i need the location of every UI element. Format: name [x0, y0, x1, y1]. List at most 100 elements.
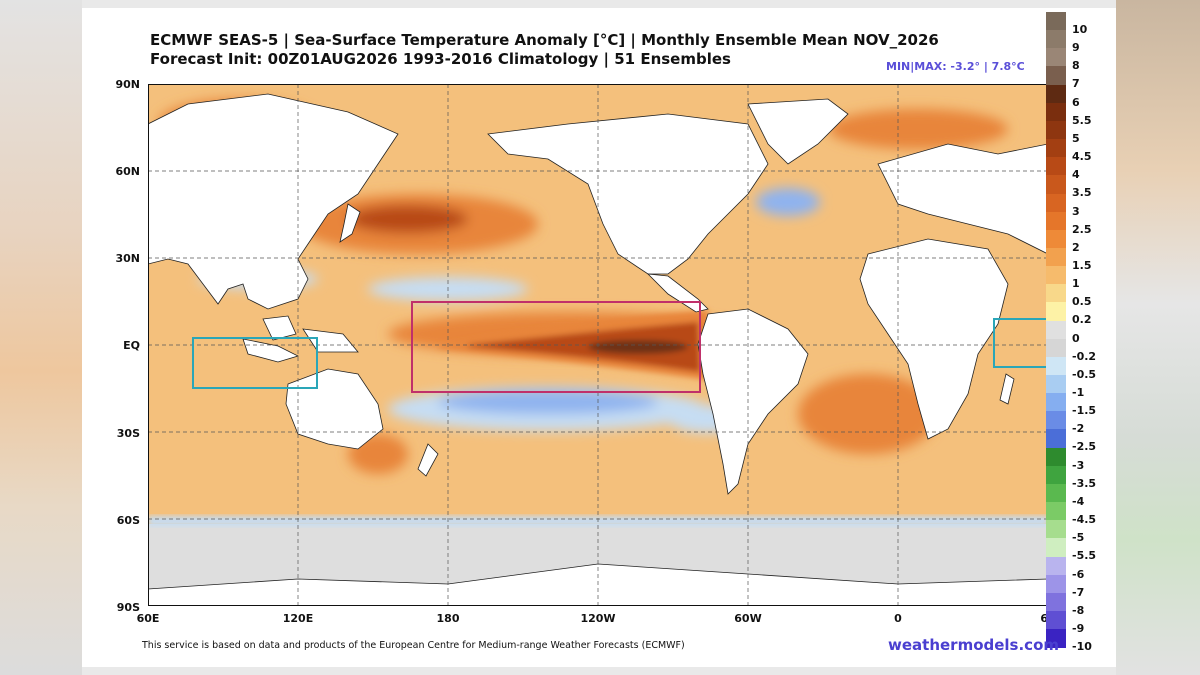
land-greenland	[747, 98, 849, 165]
colorbar-label: -1.5	[1072, 404, 1097, 418]
colorbar-label: 4	[1072, 168, 1080, 182]
colorbar-label: -1	[1072, 386, 1085, 399]
lat-label-30s: 30S	[116, 427, 140, 440]
colorbar-label: -0.5	[1072, 367, 1097, 381]
lon-label-60w: 60W	[734, 612, 762, 625]
colorbar-swatch	[1046, 12, 1066, 31]
colorbar-swatch	[1046, 120, 1066, 140]
colorbar-swatch	[1046, 30, 1066, 49]
colorbar-swatch	[1046, 266, 1066, 285]
colorbar-swatch	[1046, 338, 1066, 358]
colorbar-label: -8	[1072, 603, 1085, 617]
colorbar-swatch	[1046, 175, 1066, 194]
ecmwf-disclaimer: This service is based on data and produc…	[142, 640, 685, 651]
land-europe	[877, 143, 1048, 255]
colorbar-swatch	[1046, 429, 1066, 449]
lat-label-eq: EQ	[123, 339, 140, 352]
land-borneo	[262, 315, 297, 341]
colorbar-swatch	[1046, 502, 1066, 521]
colorbar-swatch	[1046, 375, 1066, 394]
lon-label-120e: 120E	[282, 612, 314, 625]
colorbar-swatch	[1046, 629, 1066, 648]
colorbar-label: 5.5	[1072, 113, 1092, 127]
land-new-zealand	[417, 443, 439, 477]
colorbar-swatch	[1046, 465, 1066, 485]
anomaly-barents-warm	[828, 109, 1008, 149]
map-subtitle: Forecast Init: 00Z01AUG2026 1993-2016 Cl…	[150, 50, 731, 68]
colorbar-label: -4.5	[1072, 513, 1097, 527]
land-japan	[339, 203, 361, 243]
anomaly-south-pacific-cold	[438, 390, 658, 414]
iod-east-box	[192, 337, 318, 389]
anomaly-north-pacific-hot	[348, 205, 468, 233]
lon-label-60e: 60E	[136, 612, 160, 625]
sst-anomaly-map	[148, 84, 1048, 606]
colorbar-swatch	[1046, 610, 1066, 630]
colorbar-swatch	[1046, 356, 1066, 376]
lon-label-180: 180	[436, 612, 460, 625]
colorbar-label: -7	[1072, 585, 1085, 599]
colorbar-swatch	[1046, 139, 1066, 158]
colorbar-label: -5.5	[1072, 549, 1097, 563]
colorbar-label: 0.5	[1072, 295, 1092, 309]
colorbar-label: 5	[1072, 131, 1080, 145]
colorbar-swatch	[1046, 48, 1066, 67]
colorbar-swatch	[1046, 483, 1066, 503]
anomaly-north-atlantic-cold	[756, 188, 820, 216]
blurred-background-left	[0, 0, 82, 675]
lat-label-60s: 60S	[116, 514, 140, 527]
map-title: ECMWF SEAS-5 | Sea-Surface Temperature A…	[150, 31, 939, 49]
blurred-background-right	[1116, 0, 1200, 675]
colorbar-label: -2.5	[1072, 440, 1097, 454]
colorbar-label: -5	[1072, 531, 1085, 545]
colorbar-label: -6	[1072, 567, 1085, 581]
lat-label-90s: 90S	[116, 601, 140, 614]
colorbar-label: 6	[1072, 95, 1080, 109]
colorbar-swatch	[1046, 157, 1066, 176]
colorbar-swatch	[1046, 447, 1066, 467]
colorbar-swatch	[1046, 284, 1066, 303]
colorbar-label: -9	[1072, 621, 1085, 635]
lon-label-120w: 120W	[580, 612, 616, 625]
min-max-readout: MIN|MAX: -3.2° | 7.8°C	[886, 60, 1025, 73]
colorbar-swatch	[1046, 538, 1066, 557]
colorbar-swatch	[1046, 84, 1066, 104]
colorbar-label: 3.5	[1072, 186, 1092, 200]
colorbar-label: 7	[1072, 77, 1080, 91]
colorbar-swatch	[1046, 211, 1066, 231]
colorbar-swatch	[1046, 66, 1066, 86]
colorbar-label: 10	[1072, 23, 1088, 36]
colorbar-swatch	[1046, 247, 1066, 267]
colorbar-label: 1	[1072, 277, 1080, 291]
iod-west-box	[993, 318, 1048, 368]
colorbar-swatch	[1046, 193, 1066, 213]
colorbar-label: -10	[1072, 640, 1092, 654]
colorbar-label: 2.5	[1072, 222, 1092, 236]
nino-core	[588, 340, 688, 354]
brand-watermark[interactable]: weathermodels.com	[888, 636, 1060, 654]
lat-label-30n: 30N	[115, 252, 140, 265]
colorbar-label: -0.2	[1072, 349, 1097, 363]
colorbar-swatch	[1046, 302, 1066, 322]
colorbar-swatch	[1046, 556, 1066, 576]
lat-label-90n: 90N	[115, 78, 140, 91]
land-south-america	[697, 308, 809, 495]
colorbar-label: 8	[1072, 59, 1080, 73]
lat-label-60n: 60N	[115, 165, 140, 178]
colorbar-swatch	[1046, 411, 1066, 430]
colorbar-swatch	[1046, 393, 1066, 412]
colorbar-label: -3	[1072, 458, 1085, 472]
colorbar-label: 0.2	[1072, 313, 1092, 327]
colorbar-label: -2	[1072, 422, 1085, 436]
land-madagascar	[999, 373, 1015, 405]
colorbar-label: 1.5	[1072, 258, 1092, 272]
colorbar-label: 0	[1072, 331, 1080, 345]
colorbar-label: 3	[1072, 204, 1080, 218]
colorbar-swatch	[1046, 592, 1066, 612]
colorbar-swatch	[1046, 102, 1066, 122]
lon-label-0: 0	[894, 612, 902, 625]
colorbar-label: -4	[1072, 494, 1085, 508]
colorbar-label: 2	[1072, 240, 1080, 254]
colorbar-label: 4.5	[1072, 150, 1092, 164]
colorbar-swatch	[1046, 320, 1066, 340]
